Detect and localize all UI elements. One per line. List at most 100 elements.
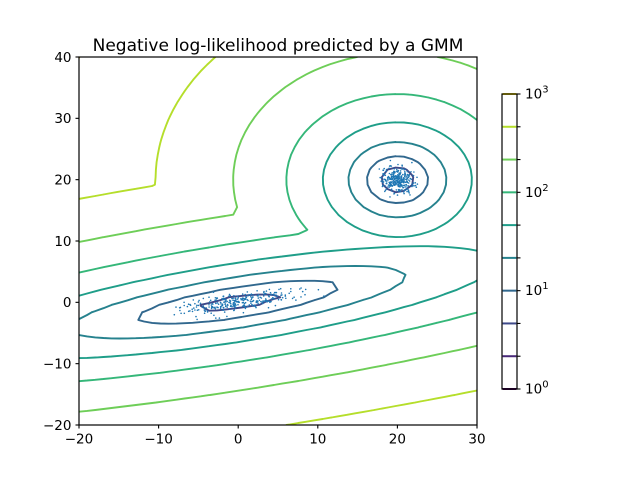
sample-point [206,311,209,313]
sample-point [246,305,249,308]
sample-point [266,300,269,303]
sample-point [211,302,213,305]
contour-level-8 [79,57,477,425]
sample-point [382,181,384,184]
sample-point [398,183,401,185]
sample-point [222,297,225,300]
sample-point [216,297,219,299]
sample-point [301,290,304,293]
sample-point [391,190,393,192]
sample-point [280,294,282,297]
sample-point [403,175,406,177]
sample-point [398,172,400,175]
y-tick-label: −10 [43,356,72,372]
sample-point [229,302,232,305]
sample-point [243,306,246,308]
sample-point [223,311,226,313]
sample-point [406,188,408,190]
sample-point [222,298,224,301]
sample-point [403,169,406,171]
sample-point [406,170,409,173]
sample-point [222,306,225,309]
sample-point [251,297,253,299]
contour-level-7 [79,57,477,413]
sample-point [203,312,206,315]
sample-point [380,180,383,182]
sample-point [399,172,402,174]
sample-point [389,196,391,198]
sample-point [208,306,210,308]
sample-point [247,299,249,302]
sample-point [378,168,381,170]
sample-point [259,296,262,299]
sample-point [389,178,391,180]
sample-point [237,303,239,306]
contour-level-4 [79,141,448,340]
sample-point [211,305,214,308]
sample-point [396,177,398,180]
sample-point [280,292,283,294]
y-tick-label: 20 [54,172,71,188]
sample-point [251,303,253,306]
sample-point [197,301,200,303]
sample-point [397,185,400,187]
sample-point [255,301,258,303]
sample-point [396,170,398,173]
sample-point [401,184,403,186]
sample-point [262,295,265,297]
sample-point [258,299,261,302]
sample-point [249,300,252,303]
sample-point [233,301,236,303]
colorbar-tick-label: 100 [525,380,549,398]
sample-point [262,300,264,302]
sample-point [404,184,406,186]
contour-level-3 [137,155,429,325]
sample-point [189,304,192,307]
sample-point [268,288,271,291]
sample-point [235,304,237,307]
contour-level-6 [79,93,477,383]
sample-point [403,180,406,182]
sample-point [394,182,397,184]
sample-point [233,294,235,297]
sample-point [187,310,190,313]
y-tick-label: 40 [54,50,71,66]
sample-point [398,174,400,176]
sample-point [250,294,252,296]
sample-point [300,287,302,289]
sample-point [411,185,413,188]
sample-point [247,295,249,297]
sample-point [233,299,236,302]
sample-point [379,176,382,179]
sample-point [232,297,234,300]
sample-point [404,171,406,173]
chart-title: Negative log-likelihood predicted by a G… [93,36,464,56]
sample-point [384,178,387,181]
sample-point [267,306,270,309]
sample-point [217,303,220,306]
sample-point [396,175,398,178]
sample-point [214,297,217,299]
sample-point [406,190,408,193]
y-tick-label: 30 [54,111,71,127]
sample-point [260,297,263,299]
sample-point [407,189,410,191]
sample-point [264,299,267,302]
sample-point [227,304,229,307]
sample-point [393,184,396,186]
sample-point [403,192,405,195]
sample-point [284,294,287,296]
sample-point [399,186,401,188]
sample-point [222,295,225,298]
colorbar: 100 101 102 103 [501,85,549,398]
sample-point [402,177,405,179]
sample-point [384,190,386,193]
sample-point [414,182,417,184]
sample-point [389,159,392,162]
sample-point [256,294,259,297]
sample-point [388,167,390,170]
sample-point [398,188,401,191]
sample-point [406,181,409,184]
sample-point [403,189,406,191]
sample-point [226,300,228,303]
